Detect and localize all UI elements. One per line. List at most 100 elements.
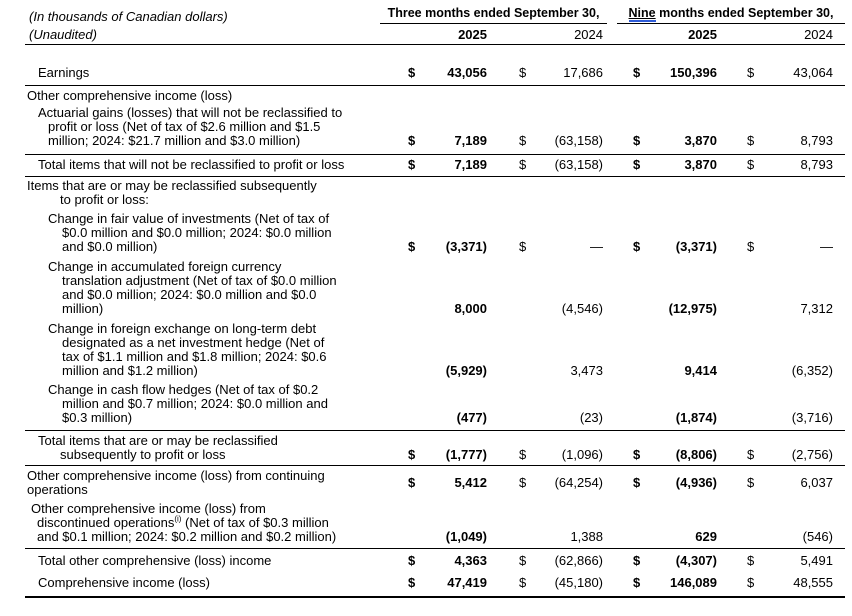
value-cell: $47,419 <box>380 576 487 590</box>
cell-value: — <box>820 239 833 254</box>
row-total-may-reclassified: Total items that are or may be reclassif… <box>25 431 845 466</box>
value-cell: $43,064 <box>717 66 845 80</box>
cell-value: (1,874) <box>675 410 717 425</box>
value-cell: (3,716) <box>717 411 845 425</box>
col-group-nine-months: Nine months ended September 30, <box>617 6 845 24</box>
cell-value: (8,806) <box>675 447 717 462</box>
row-comprehensive-income: Comprehensive income (loss) $47,419 $ (45,1… <box>25 572 845 598</box>
header-right: Three months ended September 30, Nine mo… <box>380 6 845 42</box>
header-left: (In thousands of Canadian dollars) (Unau… <box>25 6 380 42</box>
value-cell: $ — <box>487 240 603 254</box>
cell-value: (3,371) <box>445 239 487 254</box>
value-cell: $7,189 <box>380 158 487 172</box>
dollar-sign: $ <box>519 157 527 172</box>
value-cell: (1,049) <box>380 530 487 544</box>
value-cell: $146,089 <box>603 576 717 590</box>
value-cell: $6,037 <box>717 476 845 490</box>
value-cell: $ — <box>717 240 845 254</box>
value-cell: $43,056 <box>380 66 487 80</box>
value-cell: (23) <box>487 411 603 425</box>
value-cell: $3,870 <box>603 158 717 172</box>
dollar-sign: $ <box>633 157 641 172</box>
row-label: Total other comprehensive (loss) income <box>38 553 272 568</box>
value-cell: $4,363 <box>380 554 487 568</box>
year-col-4: 2024 <box>804 27 833 42</box>
dollar-sign: $ <box>633 447 641 462</box>
value-cell: (477) <box>380 411 487 425</box>
cell-value: 8,000 <box>454 301 487 316</box>
cell-value: 6,037 <box>800 475 833 490</box>
row-net-investment-hedge: Change in foreign exchange on long-term … <box>25 319 845 381</box>
row-oci-heading: Other comprehensive income (loss) <box>25 86 845 104</box>
table-header: (In thousands of Canadian dollars) (Unau… <box>25 6 845 45</box>
dollar-sign: $ <box>747 133 755 148</box>
value-cell: (1,874) <box>603 411 717 425</box>
value-cell: 8,000 <box>380 302 487 316</box>
dollar-sign: $ <box>747 157 755 172</box>
dollar-sign: $ <box>519 239 527 254</box>
row-fair-value: Change in fair value of investments (Net… <box>25 209 845 258</box>
dollar-sign: $ <box>408 575 416 590</box>
dollar-sign: $ <box>633 475 641 490</box>
cell-value: (12,975) <box>668 301 717 316</box>
row-total-not-reclassified: Total items that will not be reclassifie… <box>25 155 845 177</box>
cell-value: (3,716) <box>791 410 833 425</box>
dollar-sign: $ <box>519 447 527 462</box>
value-cell: (12,975) <box>603 302 717 316</box>
row-label: Change in accumulated foreign currency t… <box>48 259 337 316</box>
value-cell: $48,555 <box>717 576 845 590</box>
cell-value: (6,352) <box>791 363 833 378</box>
row-label: Other comprehensive income (loss) <box>27 88 233 103</box>
cell-value: 8,793 <box>800 157 833 172</box>
row-label: Change in foreign exchange on long-term … <box>48 321 327 378</box>
row-fx-translation: Change in accumulated foreign currency t… <box>25 258 845 319</box>
dollar-sign: $ <box>408 239 416 254</box>
col-group-three-months: Three months ended September 30, <box>380 6 607 24</box>
value-cell: $7,189 <box>380 134 487 148</box>
dollar-sign: $ <box>519 65 527 80</box>
year-col-3: 2025 <box>688 27 717 42</box>
row-label: Items that are or may be reclassified su… <box>27 178 317 207</box>
column-groups: Three months ended September 30, Nine mo… <box>380 6 845 24</box>
value-cell: $ (1,096) <box>487 448 603 462</box>
cell-value: 17,686 <box>563 65 603 80</box>
cell-value: 7,189 <box>454 133 487 148</box>
cell-value: 4,363 <box>454 553 487 568</box>
cell-value: (5,929) <box>445 363 487 378</box>
value-cell: $ (3,371) <box>603 240 717 254</box>
dollar-sign: $ <box>519 475 527 490</box>
value-cell: 1,388 <box>487 530 603 544</box>
value-cell: 9,414 <box>603 364 717 378</box>
dollar-sign: $ <box>519 575 527 590</box>
cell-value: 150,396 <box>670 65 717 80</box>
value-cell: $ (3,371) <box>380 240 487 254</box>
value-cell: $ (63,158) <box>487 158 603 172</box>
cell-value: 3,870 <box>684 157 717 172</box>
cell-value: (1,049) <box>445 529 487 544</box>
cell-value: 3,473 <box>570 363 603 378</box>
row-cash-flow-hedges: Change in cash flow hedges (Net of tax o… <box>25 381 845 431</box>
dollar-sign: $ <box>747 65 755 80</box>
year-headers: 2025 2024 2025 2024 <box>380 24 845 42</box>
dollar-sign: $ <box>408 475 416 490</box>
cell-value: 5,491 <box>800 553 833 568</box>
value-cell: $ (4,307) <box>603 554 717 568</box>
row-earnings: Earnings $43,056 $17,686 $150,396 $43,064 <box>25 45 845 86</box>
year-col-1: 2025 <box>458 27 487 42</box>
cell-value: 8,793 <box>800 133 833 148</box>
dollar-sign: $ <box>747 447 755 462</box>
cell-value: (64,254) <box>554 475 603 490</box>
value-cell: $ (64,254) <box>487 476 603 490</box>
value-cell: (6,352) <box>717 364 845 378</box>
cell-value: (23) <box>579 410 603 425</box>
cell-value: 146,089 <box>670 575 717 590</box>
cell-value: (1,777) <box>445 447 487 462</box>
value-cell: $ (4,936) <box>603 476 717 490</box>
row-label: Earnings <box>38 65 90 80</box>
dollar-sign: $ <box>408 133 416 148</box>
value-cell: $3,870 <box>603 134 717 148</box>
dollar-sign: $ <box>519 133 527 148</box>
row-label: Total items that are or may be reclassif… <box>38 433 278 462</box>
cell-value: (63,158) <box>554 157 603 172</box>
cell-value: (2,756) <box>791 447 833 462</box>
